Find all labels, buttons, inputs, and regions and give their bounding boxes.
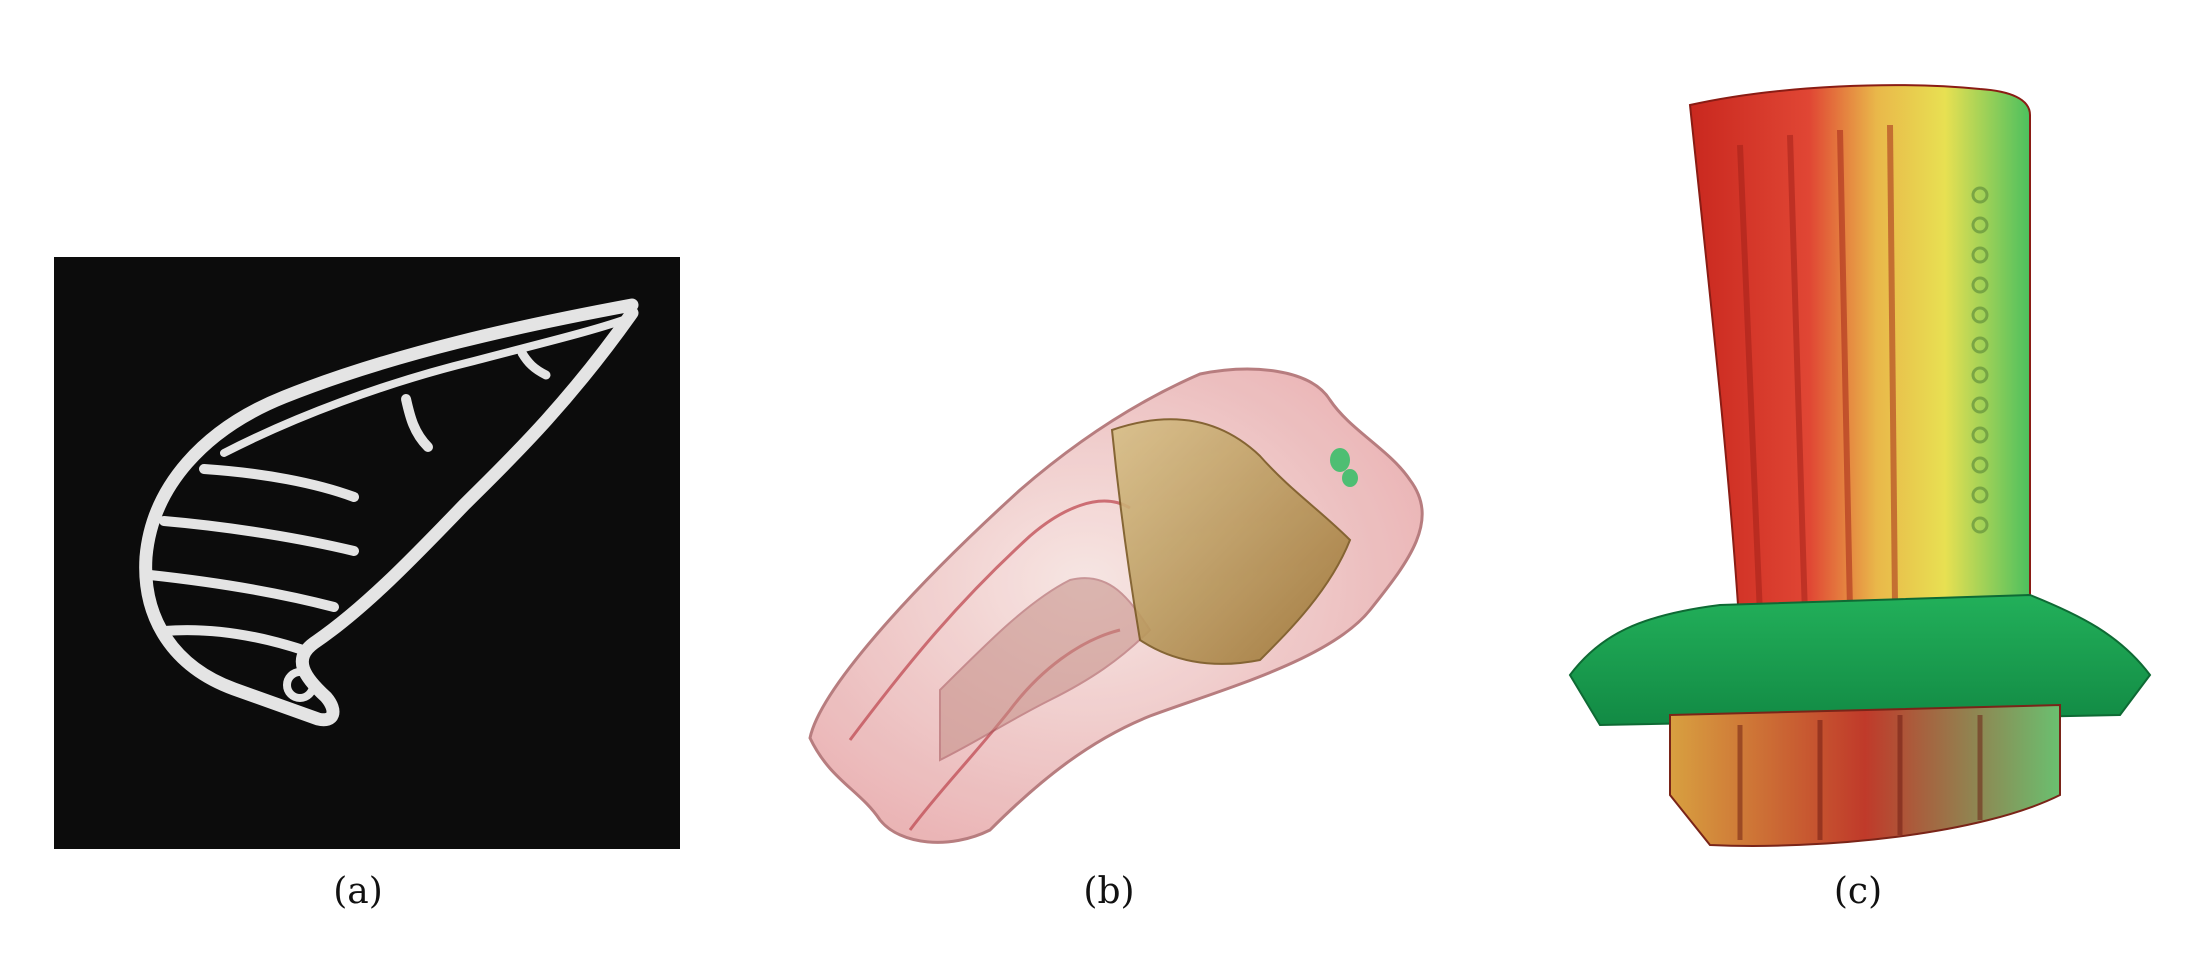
panel-b xyxy=(790,360,1440,850)
ct-slice-image xyxy=(54,257,680,849)
turbine-blade-render xyxy=(1568,84,2152,847)
inner-wall xyxy=(220,313,636,457)
blade-platform xyxy=(1568,593,2152,727)
blade-ridges xyxy=(1737,124,1898,616)
trailing-hole xyxy=(283,668,317,702)
green-marker xyxy=(1330,448,1358,487)
panel-c xyxy=(1560,75,2170,855)
caption-b: (b) xyxy=(1083,871,1135,912)
panel-a xyxy=(54,257,680,849)
rib-2 xyxy=(159,516,359,556)
rib-3 xyxy=(145,570,339,612)
rib-1 xyxy=(199,464,359,502)
caption-c: (c) xyxy=(1833,871,1883,912)
tooth-render xyxy=(808,367,1424,844)
rib-6 xyxy=(517,348,551,380)
tooth-crown xyxy=(1110,418,1352,665)
ct-background xyxy=(54,257,680,849)
airfoil-outline xyxy=(139,298,639,727)
root-slots xyxy=(1737,715,1983,840)
blade-root xyxy=(1669,703,2061,847)
cooling-holes xyxy=(1971,186,1989,534)
blade-section xyxy=(139,298,639,727)
rib-5 xyxy=(401,394,433,452)
caption-a: (a) xyxy=(333,871,383,912)
blade-airfoil xyxy=(1688,84,2031,637)
root-canal-1 xyxy=(848,499,1131,741)
rib-4 xyxy=(159,625,311,656)
